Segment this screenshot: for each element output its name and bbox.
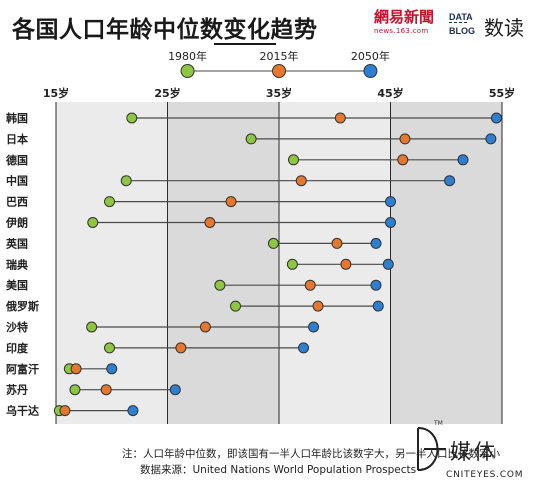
- category-label: 苏丹: [6, 383, 28, 397]
- legend-marker-0: [180, 64, 195, 78]
- point-2015: [225, 196, 237, 208]
- point-2015: [334, 112, 346, 124]
- legend-marker-1: [272, 64, 286, 78]
- point-2015: [312, 300, 324, 312]
- legend-label-2: 2050年: [351, 49, 390, 63]
- point-2050: [385, 217, 396, 228]
- datablog-logo-line1: DATA: [449, 12, 473, 22]
- point-1980: [120, 175, 132, 187]
- page-title: 各国人口年龄中位数变化趋势: [12, 17, 318, 43]
- category-label: 德国: [5, 153, 28, 167]
- point-1980: [230, 300, 242, 312]
- point-1980: [104, 196, 116, 208]
- netease-news-logo-text: 網易新聞: [374, 8, 435, 26]
- point-2050: [370, 279, 382, 291]
- category-label: 韩国: [6, 111, 28, 125]
- category-label: 日本: [6, 132, 28, 146]
- plot-band-1: [167, 102, 279, 424]
- cniteyes-logo-icon: [417, 427, 446, 471]
- category-label: 沙特: [6, 320, 28, 334]
- x-tick-label-3: 45岁: [377, 86, 403, 100]
- point-2015: [331, 237, 343, 249]
- footer-note: 注：人口年龄中位数，即该国有一半人口年龄比该数字大，另一半人口比该数字小: [122, 448, 500, 460]
- point-2050: [382, 258, 394, 270]
- netease-news-url: news.163.com: [374, 27, 429, 35]
- category-label: 巴西: [6, 196, 28, 209]
- category-label: 伊朗: [5, 216, 28, 230]
- datablog-logo-rule: [449, 22, 467, 26]
- point-2015: [399, 133, 411, 145]
- datablog-logo: DATA BLOG: [449, 12, 481, 40]
- category-label: 乌干达: [6, 404, 39, 418]
- point-2050: [127, 405, 139, 417]
- point-2050: [308, 321, 320, 333]
- category-label: 瑞典: [6, 257, 28, 271]
- point-2015: [304, 279, 316, 291]
- x-tick-label-1: 25岁: [154, 86, 180, 100]
- point-1980: [69, 384, 81, 396]
- legend-label-0: 1980年: [168, 49, 207, 63]
- point-2015: [100, 384, 112, 396]
- point-1980: [245, 133, 257, 145]
- point-2015: [199, 321, 211, 333]
- category-label: 印度: [6, 341, 29, 355]
- cniteyes-tm-mark: TM: [434, 420, 443, 427]
- point-2050: [490, 112, 502, 124]
- point-2050: [169, 384, 181, 396]
- point-2015: [397, 154, 409, 166]
- x-tick-label-2: 35岁: [266, 86, 292, 100]
- point-2015: [295, 175, 307, 187]
- point-2050: [372, 300, 384, 312]
- plot-band-0: [56, 102, 168, 424]
- point-2050: [457, 154, 469, 166]
- legend-label-1: 2015年: [260, 49, 299, 63]
- x-tick-label-0: 15岁: [43, 86, 69, 100]
- point-1980: [286, 258, 298, 270]
- point-2015: [204, 217, 216, 228]
- point-1980: [87, 217, 99, 228]
- cniteyes-site: CNITEYES.COM: [446, 470, 524, 480]
- point-1980: [86, 321, 98, 333]
- netease-news-logo: 網易新聞 news.163.com: [374, 8, 446, 42]
- point-2015: [59, 405, 71, 417]
- datablog-logo-line2: BLOG: [449, 26, 475, 36]
- cniteyes-watermark: TM 媒体 CNITEYES.COM: [410, 420, 550, 488]
- point-1980: [126, 112, 138, 124]
- point-2050: [485, 133, 497, 145]
- legend-marker-2: [363, 64, 378, 78]
- point-2050: [385, 196, 396, 208]
- point-2015: [70, 363, 82, 375]
- category-label: 中国: [6, 174, 28, 188]
- point-2050: [106, 363, 118, 375]
- x-tick-label-4: 55岁: [489, 86, 515, 100]
- point-1980: [104, 342, 116, 354]
- point-1980: [287, 154, 299, 166]
- point-1980: [214, 279, 226, 291]
- point-2050: [298, 342, 310, 354]
- point-2050: [444, 175, 456, 187]
- plot-band-3: [390, 102, 502, 424]
- category-label: 美国: [6, 278, 28, 292]
- shudu-brand: 数读: [484, 16, 524, 40]
- category-label: 俄罗斯: [5, 299, 39, 313]
- category-label: 英国: [5, 236, 28, 250]
- category-label: 阿富汗: [6, 362, 39, 376]
- point-2015: [340, 258, 352, 270]
- cniteyes-logo-word: 媒体: [450, 440, 498, 464]
- point-2050: [370, 237, 382, 249]
- point-2015: [175, 342, 187, 354]
- footer-source: 数据来源：United Nations World Population Pro…: [140, 464, 417, 476]
- point-1980: [267, 237, 279, 249]
